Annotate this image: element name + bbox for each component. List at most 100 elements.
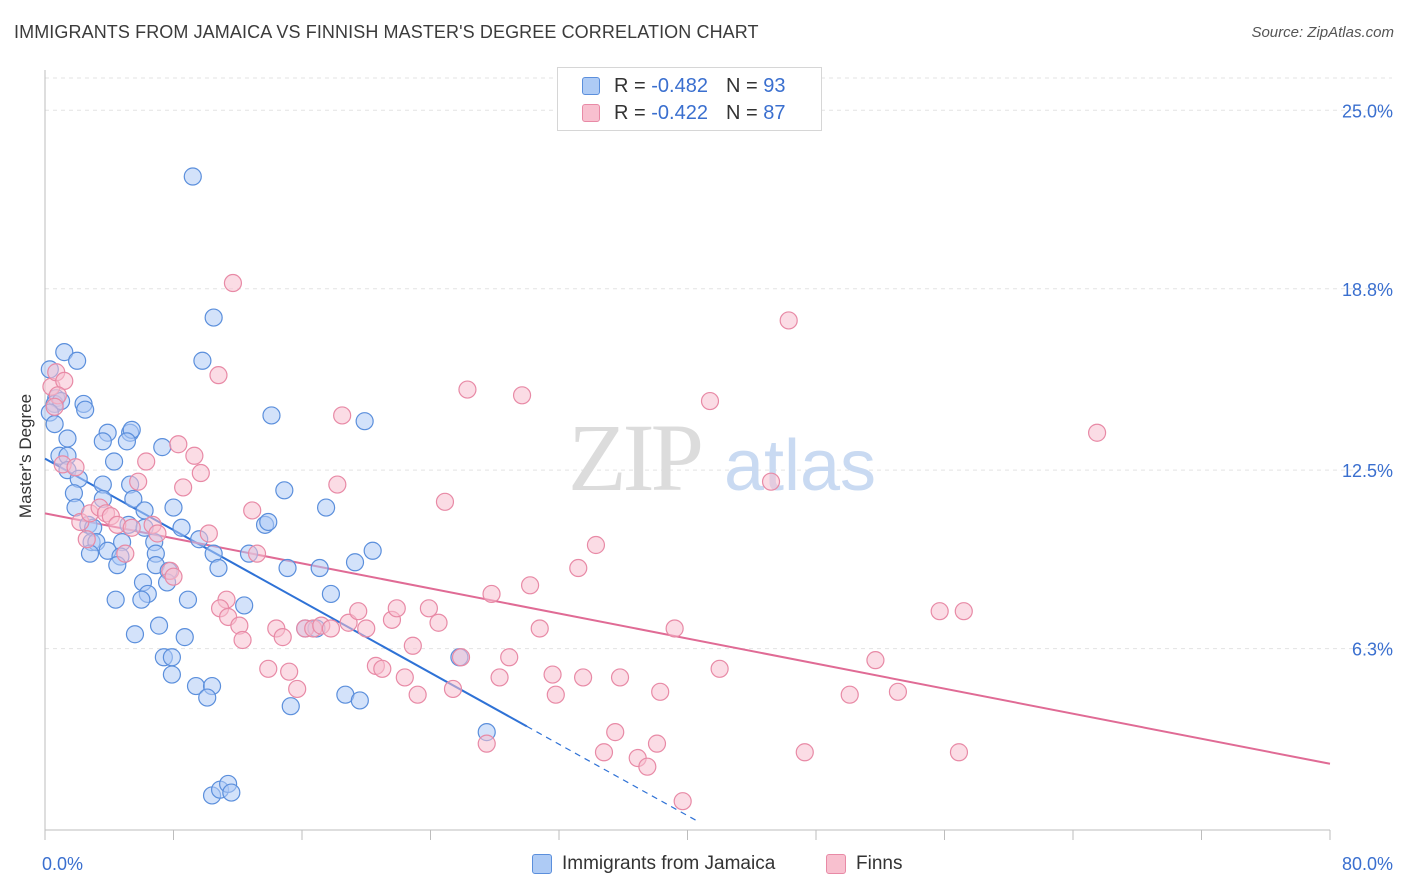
- point-finns: [954, 602, 973, 621]
- legend-n-label: N =: [725, 101, 764, 124]
- bottom-legend-swatch-pink: [826, 854, 846, 874]
- point-finns: [530, 619, 549, 638]
- point-finns: [569, 558, 588, 578]
- source-label: Source: ZipAtlas.com: [1251, 24, 1394, 41]
- point-finns: [209, 366, 228, 385]
- point-finns: [148, 524, 167, 543]
- point-finns: [458, 380, 477, 399]
- point-finns: [185, 446, 204, 465]
- point-jamaica: [278, 558, 297, 578]
- y-tick-label: 25.0%: [1342, 101, 1393, 121]
- legend-r-label: R =: [614, 101, 652, 124]
- point-finns: [795, 743, 814, 762]
- bottom-legend-swatch-blue: [532, 854, 552, 874]
- point-finns: [116, 544, 135, 563]
- point-jamaica: [76, 400, 95, 419]
- point-finns: [710, 659, 729, 678]
- point-finns: [169, 435, 188, 454]
- point-jamaica: [149, 616, 169, 635]
- correlation-legend: R = -0.482 N = 93 R = -0.422 N = 87: [557, 67, 822, 131]
- point-jamaica: [310, 558, 329, 578]
- point-finns: [840, 685, 859, 704]
- point-jamaica: [259, 512, 278, 532]
- point-finns: [1087, 423, 1107, 442]
- legend-r-value: -0.482: [651, 74, 708, 97]
- point-finns: [280, 662, 299, 681]
- point-finns: [164, 567, 183, 586]
- point-finns: [403, 636, 422, 655]
- point-finns: [122, 518, 141, 537]
- legend-swatch-blue: [582, 77, 600, 95]
- y-tick-label: 18.8%: [1342, 280, 1393, 300]
- point-finns: [651, 682, 670, 701]
- point-jamaica: [183, 167, 202, 186]
- point-finns: [866, 651, 885, 670]
- point-jamaica: [153, 438, 172, 457]
- point-jamaica: [162, 665, 181, 684]
- point-jamaica: [68, 351, 87, 370]
- point-finns: [247, 544, 267, 563]
- chart-title: IMMIGRANTS FROM JAMAICA VS FINNISH MASTE…: [14, 22, 759, 42]
- point-finns: [512, 386, 532, 405]
- legend-r-label: R =: [614, 74, 652, 97]
- watermark-zip: ZIP: [568, 404, 701, 511]
- point-jamaica: [132, 590, 151, 609]
- point-jamaica: [124, 489, 143, 509]
- point-finns: [174, 478, 193, 497]
- legend-swatch-pink: [582, 104, 600, 122]
- point-finns: [349, 602, 368, 621]
- point-finns: [647, 734, 667, 753]
- point-finns: [673, 792, 692, 811]
- point-finns: [482, 584, 501, 604]
- point-finns: [477, 734, 496, 753]
- point-finns: [761, 472, 781, 491]
- point-jamaica: [235, 596, 254, 615]
- watermark: ZIP atlas: [568, 404, 876, 511]
- point-finns: [429, 613, 448, 632]
- point-jamaica: [363, 541, 382, 560]
- point-finns: [288, 679, 307, 699]
- bottom-legend-label-jamaica: Immigrants from Jamaica: [562, 853, 776, 874]
- y-tick-label: 6.3%: [1352, 640, 1393, 660]
- point-finns: [451, 648, 471, 667]
- point-finns: [490, 668, 509, 687]
- point-jamaica: [275, 481, 294, 500]
- point-finns: [419, 599, 438, 618]
- point-finns: [586, 535, 606, 555]
- point-jamaica: [281, 697, 300, 716]
- point-jamaica: [175, 628, 194, 647]
- point-finns: [233, 630, 252, 650]
- point-finns: [700, 391, 720, 411]
- point-finns: [443, 679, 463, 699]
- point-finns: [66, 458, 85, 477]
- point-jamaica: [58, 429, 77, 448]
- watermark-atlas: atlas: [724, 426, 876, 506]
- axes: [44, 70, 1331, 840]
- trend-line-jamaica: [44, 457, 528, 728]
- point-finns: [395, 668, 414, 687]
- data-points: [40, 167, 1107, 811]
- point-finns: [129, 472, 148, 491]
- point-jamaica: [55, 343, 74, 362]
- point-jamaica: [321, 584, 341, 604]
- point-finns: [77, 530, 96, 549]
- point-finns: [888, 682, 908, 701]
- point-finns: [573, 668, 593, 687]
- legend-n-value: 93: [763, 74, 786, 97]
- point-finns: [594, 743, 614, 762]
- point-finns: [357, 619, 376, 638]
- point-finns: [199, 524, 218, 543]
- point-jamaica: [209, 558, 228, 578]
- legend-n-value: 87: [763, 101, 786, 124]
- point-finns: [610, 668, 630, 687]
- point-jamaica: [125, 625, 145, 644]
- point-jamaica: [193, 351, 212, 370]
- point-jamaica: [316, 498, 336, 517]
- point-jamaica: [117, 432, 137, 451]
- point-jamaica: [345, 553, 365, 572]
- point-finns: [435, 492, 455, 511]
- point-finns: [223, 273, 243, 293]
- point-jamaica: [172, 518, 191, 537]
- point-jamaica: [106, 590, 125, 609]
